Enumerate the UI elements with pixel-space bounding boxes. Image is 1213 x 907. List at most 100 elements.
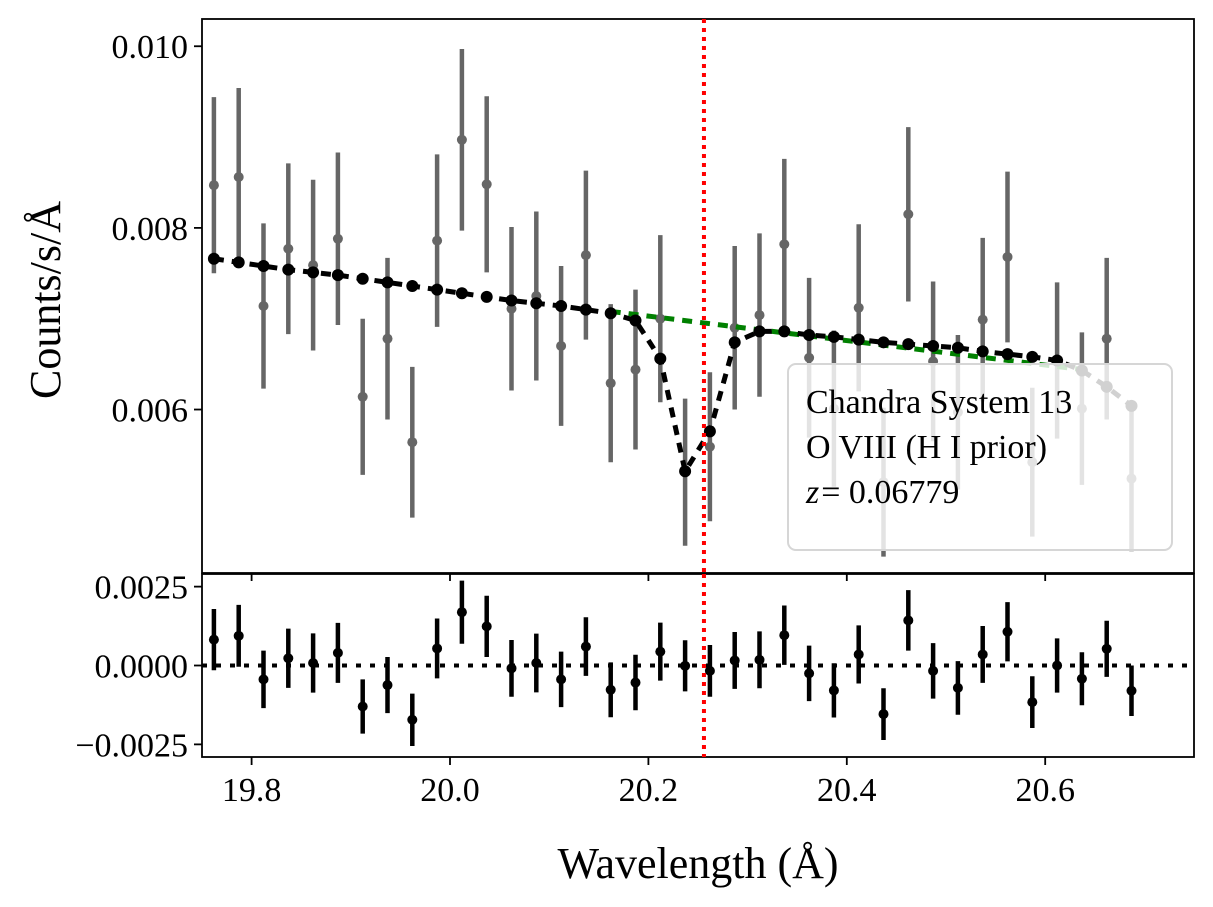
continuum-model-line [610,308,1083,373]
model-point [431,283,444,296]
residual-y-tick-label: −0.0025 [75,727,188,764]
main-data-point [556,340,567,351]
main-data-point [432,235,443,246]
x-axis-ticks: 19.8 20.0 20.2 20.4 20.6 [222,573,1075,809]
model-point [1001,348,1014,361]
residual-point [853,649,864,660]
x-tick-label: 20.6 [1015,772,1075,809]
residual-point [903,615,914,626]
main-data-point [506,303,517,314]
x-tick-label: 20.2 [619,772,679,809]
residual-y-tick-label: 0.0025 [95,570,189,607]
main-data-point [382,333,393,344]
residual-point [258,674,269,685]
residual-point [928,665,939,676]
residual-point [332,647,343,658]
main-y-tick-label: 0.008 [112,211,189,248]
model-point [827,330,840,343]
legend-line-redshift: z= 0.06779 [805,474,959,511]
residual-point [208,634,219,645]
model-point [927,339,940,352]
residual-errorbars [211,580,1134,746]
model-point [877,336,890,349]
main-data-point [283,243,294,254]
residual-point [308,657,319,668]
residual-point [556,674,567,685]
residual-point [481,621,492,632]
main-data-point [456,134,467,145]
model-point [604,307,617,320]
model-point [282,263,295,276]
main-y-tick-label: 0.010 [112,29,189,66]
model-point [852,333,865,346]
model-point [356,272,369,285]
main-data-point [655,313,666,324]
main-data-point [704,441,715,452]
main-data-point [1101,333,1112,344]
residual-point [1126,685,1137,696]
residual-point [531,657,542,668]
residual-y-ticks: 0.0025 0.0000 −0.0025 [75,570,202,764]
residual-point [704,665,715,676]
model-point [331,269,344,282]
residual-point [878,709,889,720]
legend-box [787,363,1173,551]
model-points [207,252,1138,478]
main-data-point [804,352,815,363]
x-tick-label: 20.0 [420,772,480,809]
residual-point [952,682,963,693]
main-data-point [233,172,244,183]
main-data-point [853,302,864,313]
residual-point [432,643,443,654]
x-tick-label: 19.8 [222,772,282,809]
x-tick-label: 20.4 [817,772,877,809]
residual-point [1101,643,1112,654]
model-point [579,303,592,316]
main-data-point [779,239,790,250]
main-data-point [977,314,988,325]
model-point [629,314,642,327]
model-point [728,336,741,349]
residual-point [680,660,691,671]
residual-panel: 0.0025 0.0000 −0.0025 [75,570,1195,764]
main-data-point [407,437,418,448]
residual-point [382,680,393,691]
residual-point [506,663,517,674]
residual-point [580,641,591,652]
legend: Chandra System 13 O VIII (H I prior) z= … [787,363,1173,551]
main-data-point [754,310,765,321]
model-point [307,266,320,279]
residual-point [754,654,765,665]
residual-point [1052,660,1063,671]
residual-point [630,677,641,688]
y-axis-title: Counts/s/Å [21,201,70,399]
main-data-point [208,180,219,191]
legend-line-system: Chandra System 13 [806,384,1072,421]
model-point [902,338,915,351]
model-point [951,341,964,354]
model-point [505,294,518,307]
residual-point [357,701,368,712]
model-point [381,276,394,289]
model-point [1026,350,1039,363]
residual-point [1002,626,1013,637]
residual-point [828,685,839,696]
residual-point [804,668,815,679]
model-point [480,290,493,303]
model-point [703,425,716,438]
model-point [406,280,419,293]
residual-points [208,607,1137,725]
main-data-point [332,233,343,244]
x-axis-title: Wavelength (Å) [557,839,838,888]
residual-point [1076,673,1087,684]
main-data-point [481,179,492,190]
residual-point [977,649,988,660]
model-point [207,252,220,265]
main-frame [201,18,1195,574]
residual-point [655,646,666,657]
model-point [753,325,766,338]
main-data-point [605,378,616,389]
model-point [232,256,245,269]
residual-point [729,655,740,666]
